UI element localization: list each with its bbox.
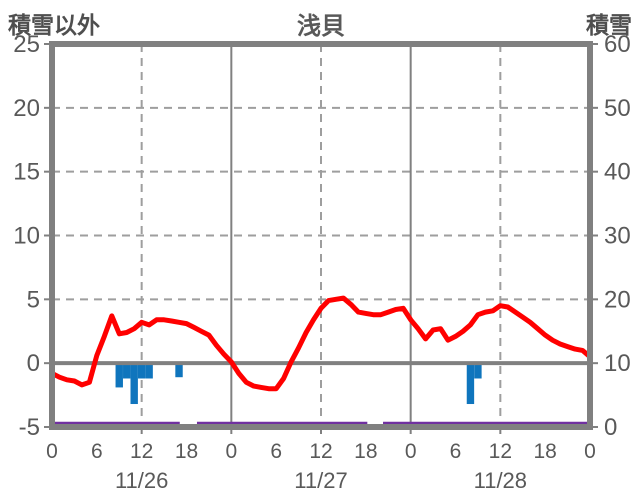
right-axis-tick-label: 10: [604, 350, 631, 377]
precipitation-bar: [474, 363, 482, 379]
hour-tick-label: 6: [270, 440, 282, 463]
left-axis-tick-label: 10: [13, 223, 40, 250]
hour-tick-label: 12: [489, 440, 512, 463]
hour-tick-label: 6: [91, 440, 103, 463]
temperature-polyline: [49, 295, 593, 392]
hour-tick-label: 12: [309, 440, 332, 463]
right-axis-tick-label: 20: [604, 286, 631, 313]
right-axis-tick-label: 60: [604, 31, 631, 58]
left-axis-tick-label: -5: [19, 414, 40, 441]
hour-tick-label: 12: [130, 440, 153, 463]
date-label: 11/26: [115, 468, 168, 493]
right-axis-tick-label: 0: [604, 414, 617, 441]
right-axis-tick-label: 30: [604, 223, 631, 250]
precipitation-bar: [123, 363, 131, 379]
precipitation-bar: [466, 363, 475, 405]
precipitation-bar: [137, 363, 146, 379]
left-axis-tick-label: 0: [27, 350, 40, 377]
precipitation-bar: [175, 363, 183, 378]
hour-tick-label: 0: [225, 440, 237, 463]
precipitation-bar: [130, 363, 138, 405]
hour-tick-label: 18: [175, 440, 198, 463]
left-axis-title: 積雪以外: [8, 12, 100, 38]
left-axis-tick-label: 5: [27, 286, 40, 313]
hour-tick-label: 0: [46, 440, 58, 463]
hour-tick-label: 0: [584, 440, 596, 463]
left-axis-tick-label: 25: [13, 31, 40, 58]
left-axis-tick-label: 15: [13, 159, 40, 186]
precipitation-bar: [145, 363, 153, 379]
left-axis-tick-label: 20: [13, 95, 40, 122]
date-label: 11/27: [294, 468, 347, 493]
right-axis-tick-label: 40: [604, 159, 631, 186]
right-axis-tick-label: 50: [604, 95, 631, 122]
hour-tick-label: 18: [533, 440, 556, 463]
right-axis-title: 積雪: [586, 12, 632, 38]
date-label: 11/28: [474, 468, 527, 493]
hour-tick-label: 0: [405, 440, 417, 463]
chart-title: 浅貝: [297, 13, 345, 40]
precipitation-bar: [115, 363, 123, 388]
hour-tick-label: 6: [450, 440, 462, 463]
hour-tick-label: 18: [354, 440, 377, 463]
